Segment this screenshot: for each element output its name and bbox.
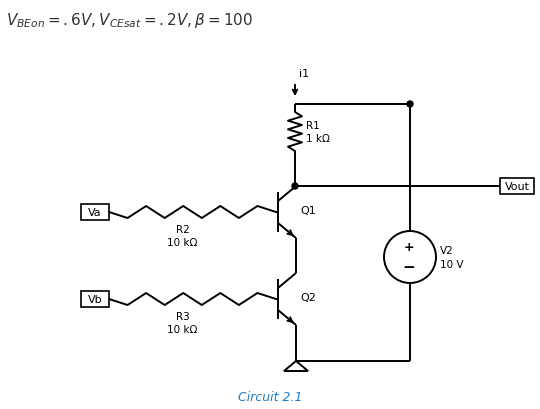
FancyBboxPatch shape — [81, 204, 109, 220]
Text: Va: Va — [88, 207, 102, 218]
Text: Vb: Vb — [87, 294, 102, 304]
FancyBboxPatch shape — [81, 291, 109, 307]
Text: $V_{BEon} = .6V, V_{CEsat} = .2V, \beta = 100$: $V_{BEon} = .6V, V_{CEsat} = .2V, \beta … — [6, 11, 253, 29]
Circle shape — [292, 184, 298, 189]
Text: R1
1 kΩ: R1 1 kΩ — [306, 121, 330, 144]
Text: R3
10 kΩ: R3 10 kΩ — [167, 311, 198, 335]
Text: V2
10 V: V2 10 V — [440, 246, 463, 269]
Text: +: + — [404, 241, 414, 254]
Text: R2
10 kΩ: R2 10 kΩ — [167, 225, 198, 247]
Text: Circuit 2.1: Circuit 2.1 — [238, 391, 302, 404]
FancyBboxPatch shape — [500, 179, 534, 195]
Text: −: − — [403, 260, 415, 275]
Text: i1: i1 — [299, 69, 309, 79]
Text: Q1: Q1 — [300, 205, 316, 216]
Text: Q2: Q2 — [300, 292, 316, 302]
Circle shape — [407, 102, 413, 108]
Text: Vout: Vout — [504, 182, 530, 191]
